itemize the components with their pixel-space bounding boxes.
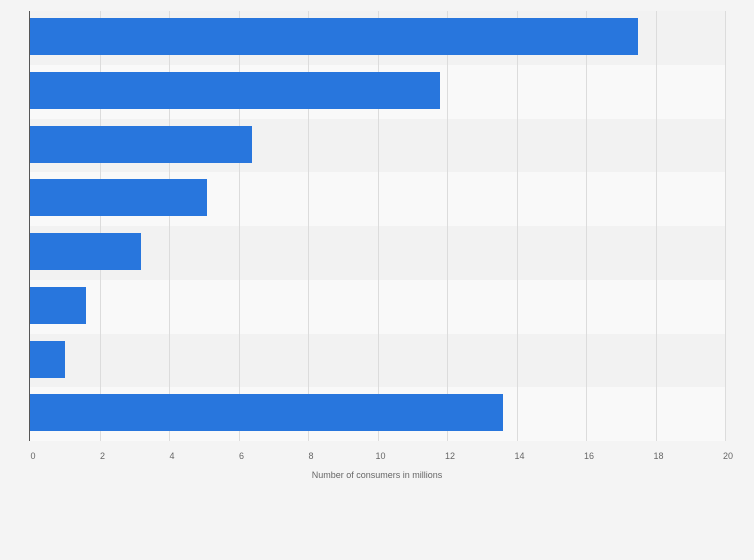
- x-tick-label: 10: [375, 451, 386, 461]
- bar: [30, 18, 639, 55]
- bar: [30, 125, 253, 163]
- x-axis-label: Number of consumers in millions: [311, 470, 443, 480]
- x-tick-label: 8: [308, 451, 314, 461]
- gridline: [308, 11, 309, 441]
- x-tick-label: 16: [583, 451, 595, 461]
- x-tick-label: 2: [99, 451, 106, 461]
- x-tick-label: 0: [30, 451, 36, 461]
- x-tick-label: 12: [444, 451, 456, 461]
- x-tick-label: 20: [722, 451, 734, 461]
- gridline: [725, 11, 726, 441]
- gridline: [447, 11, 448, 441]
- bar: [30, 286, 86, 324]
- gridline: [377, 11, 379, 441]
- y-axis-line: [29, 11, 30, 441]
- bar: [30, 340, 65, 378]
- gridline: [99, 11, 101, 441]
- gridline: [586, 11, 587, 441]
- gridline: [238, 11, 240, 441]
- x-tick-label: 4: [169, 451, 175, 461]
- gridline: [169, 11, 170, 441]
- x-tick-label: 18: [653, 451, 664, 461]
- x-tick-label: 6: [238, 451, 245, 461]
- gridline: [655, 11, 657, 441]
- bar: [30, 394, 503, 432]
- gridline: [516, 11, 518, 441]
- bar: [30, 233, 142, 270]
- bar: [30, 71, 441, 109]
- bar: [30, 179, 208, 217]
- x-tick-label: 14: [514, 451, 525, 461]
